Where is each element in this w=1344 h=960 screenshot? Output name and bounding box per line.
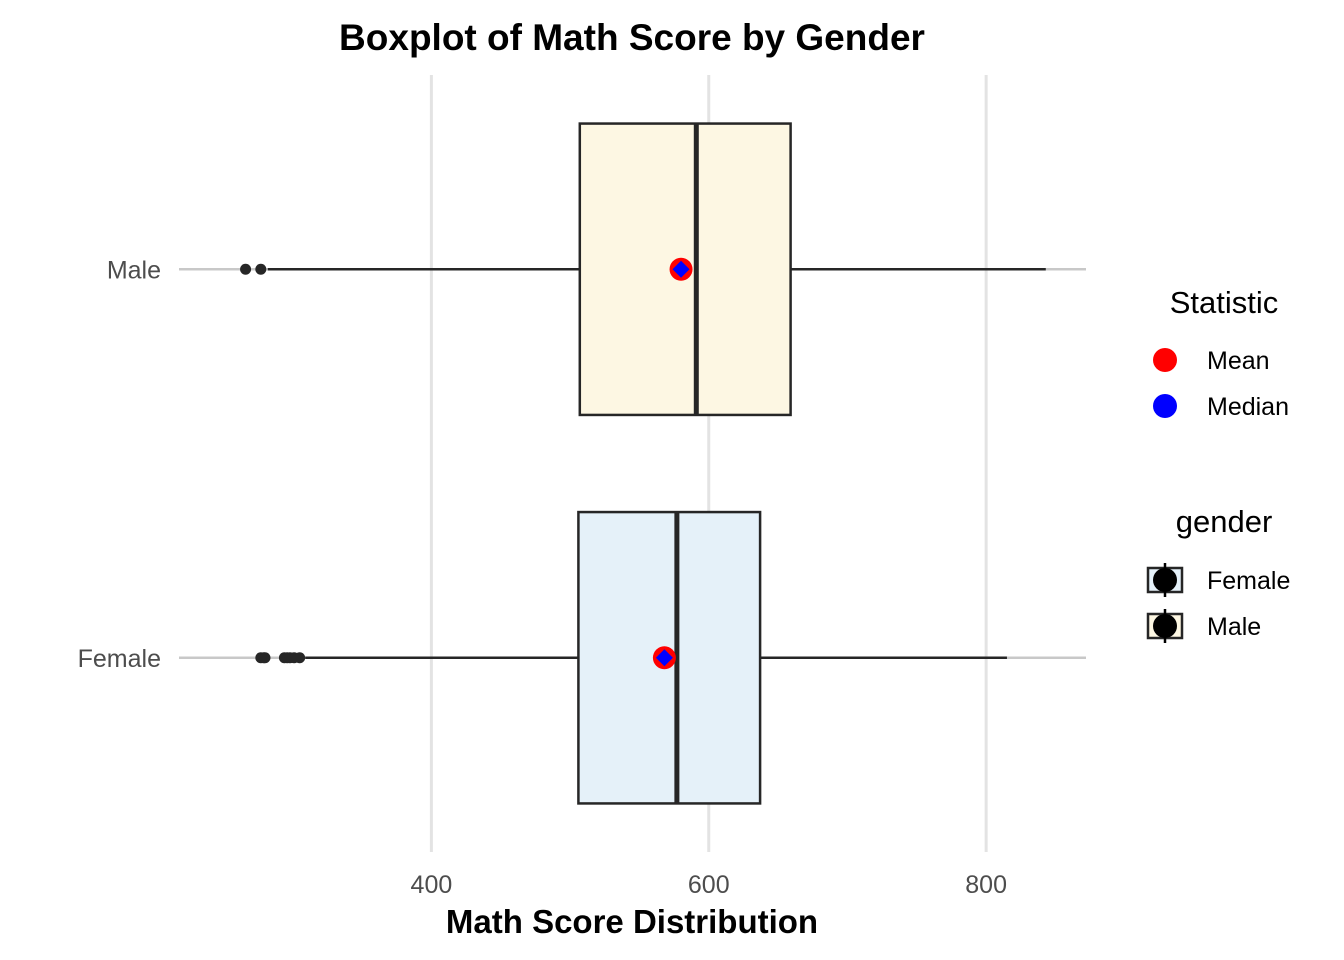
outlier-point: [259, 652, 271, 664]
boxes: [240, 122, 1046, 805]
legend-key-point: [1153, 568, 1177, 592]
legend-label: Female: [1207, 567, 1290, 595]
x-axis-title: Math Score Distribution: [446, 903, 818, 940]
x-tick-label: 800: [965, 871, 1007, 899]
legend-key-point: [1153, 614, 1177, 638]
legend-key-median: [1153, 394, 1177, 418]
legend-label: Median: [1207, 393, 1289, 421]
outlier-point: [240, 263, 252, 275]
x-tick-label: 600: [688, 871, 730, 899]
legend-title-gender: gender: [1176, 504, 1273, 539]
median-marker: [655, 649, 673, 667]
outlier-point: [294, 652, 306, 664]
chart-title: Boxplot of Math Score by Gender: [339, 17, 925, 58]
y-tick-label: Male: [107, 256, 161, 284]
x-tick-label: 400: [411, 871, 453, 899]
legend-label: Male: [1207, 613, 1261, 641]
legend-key-mean: [1153, 348, 1177, 372]
legends: Statistic Mean Median gender Female Male: [1146, 285, 1290, 643]
y-tick-label: Female: [78, 645, 161, 673]
legend-title-statistic: Statistic: [1170, 285, 1279, 320]
median-marker: [672, 260, 690, 278]
legend-label: Mean: [1207, 347, 1270, 375]
outlier-point: [255, 263, 267, 275]
tick-labels: 400 600 800 Female Male: [78, 256, 1007, 899]
